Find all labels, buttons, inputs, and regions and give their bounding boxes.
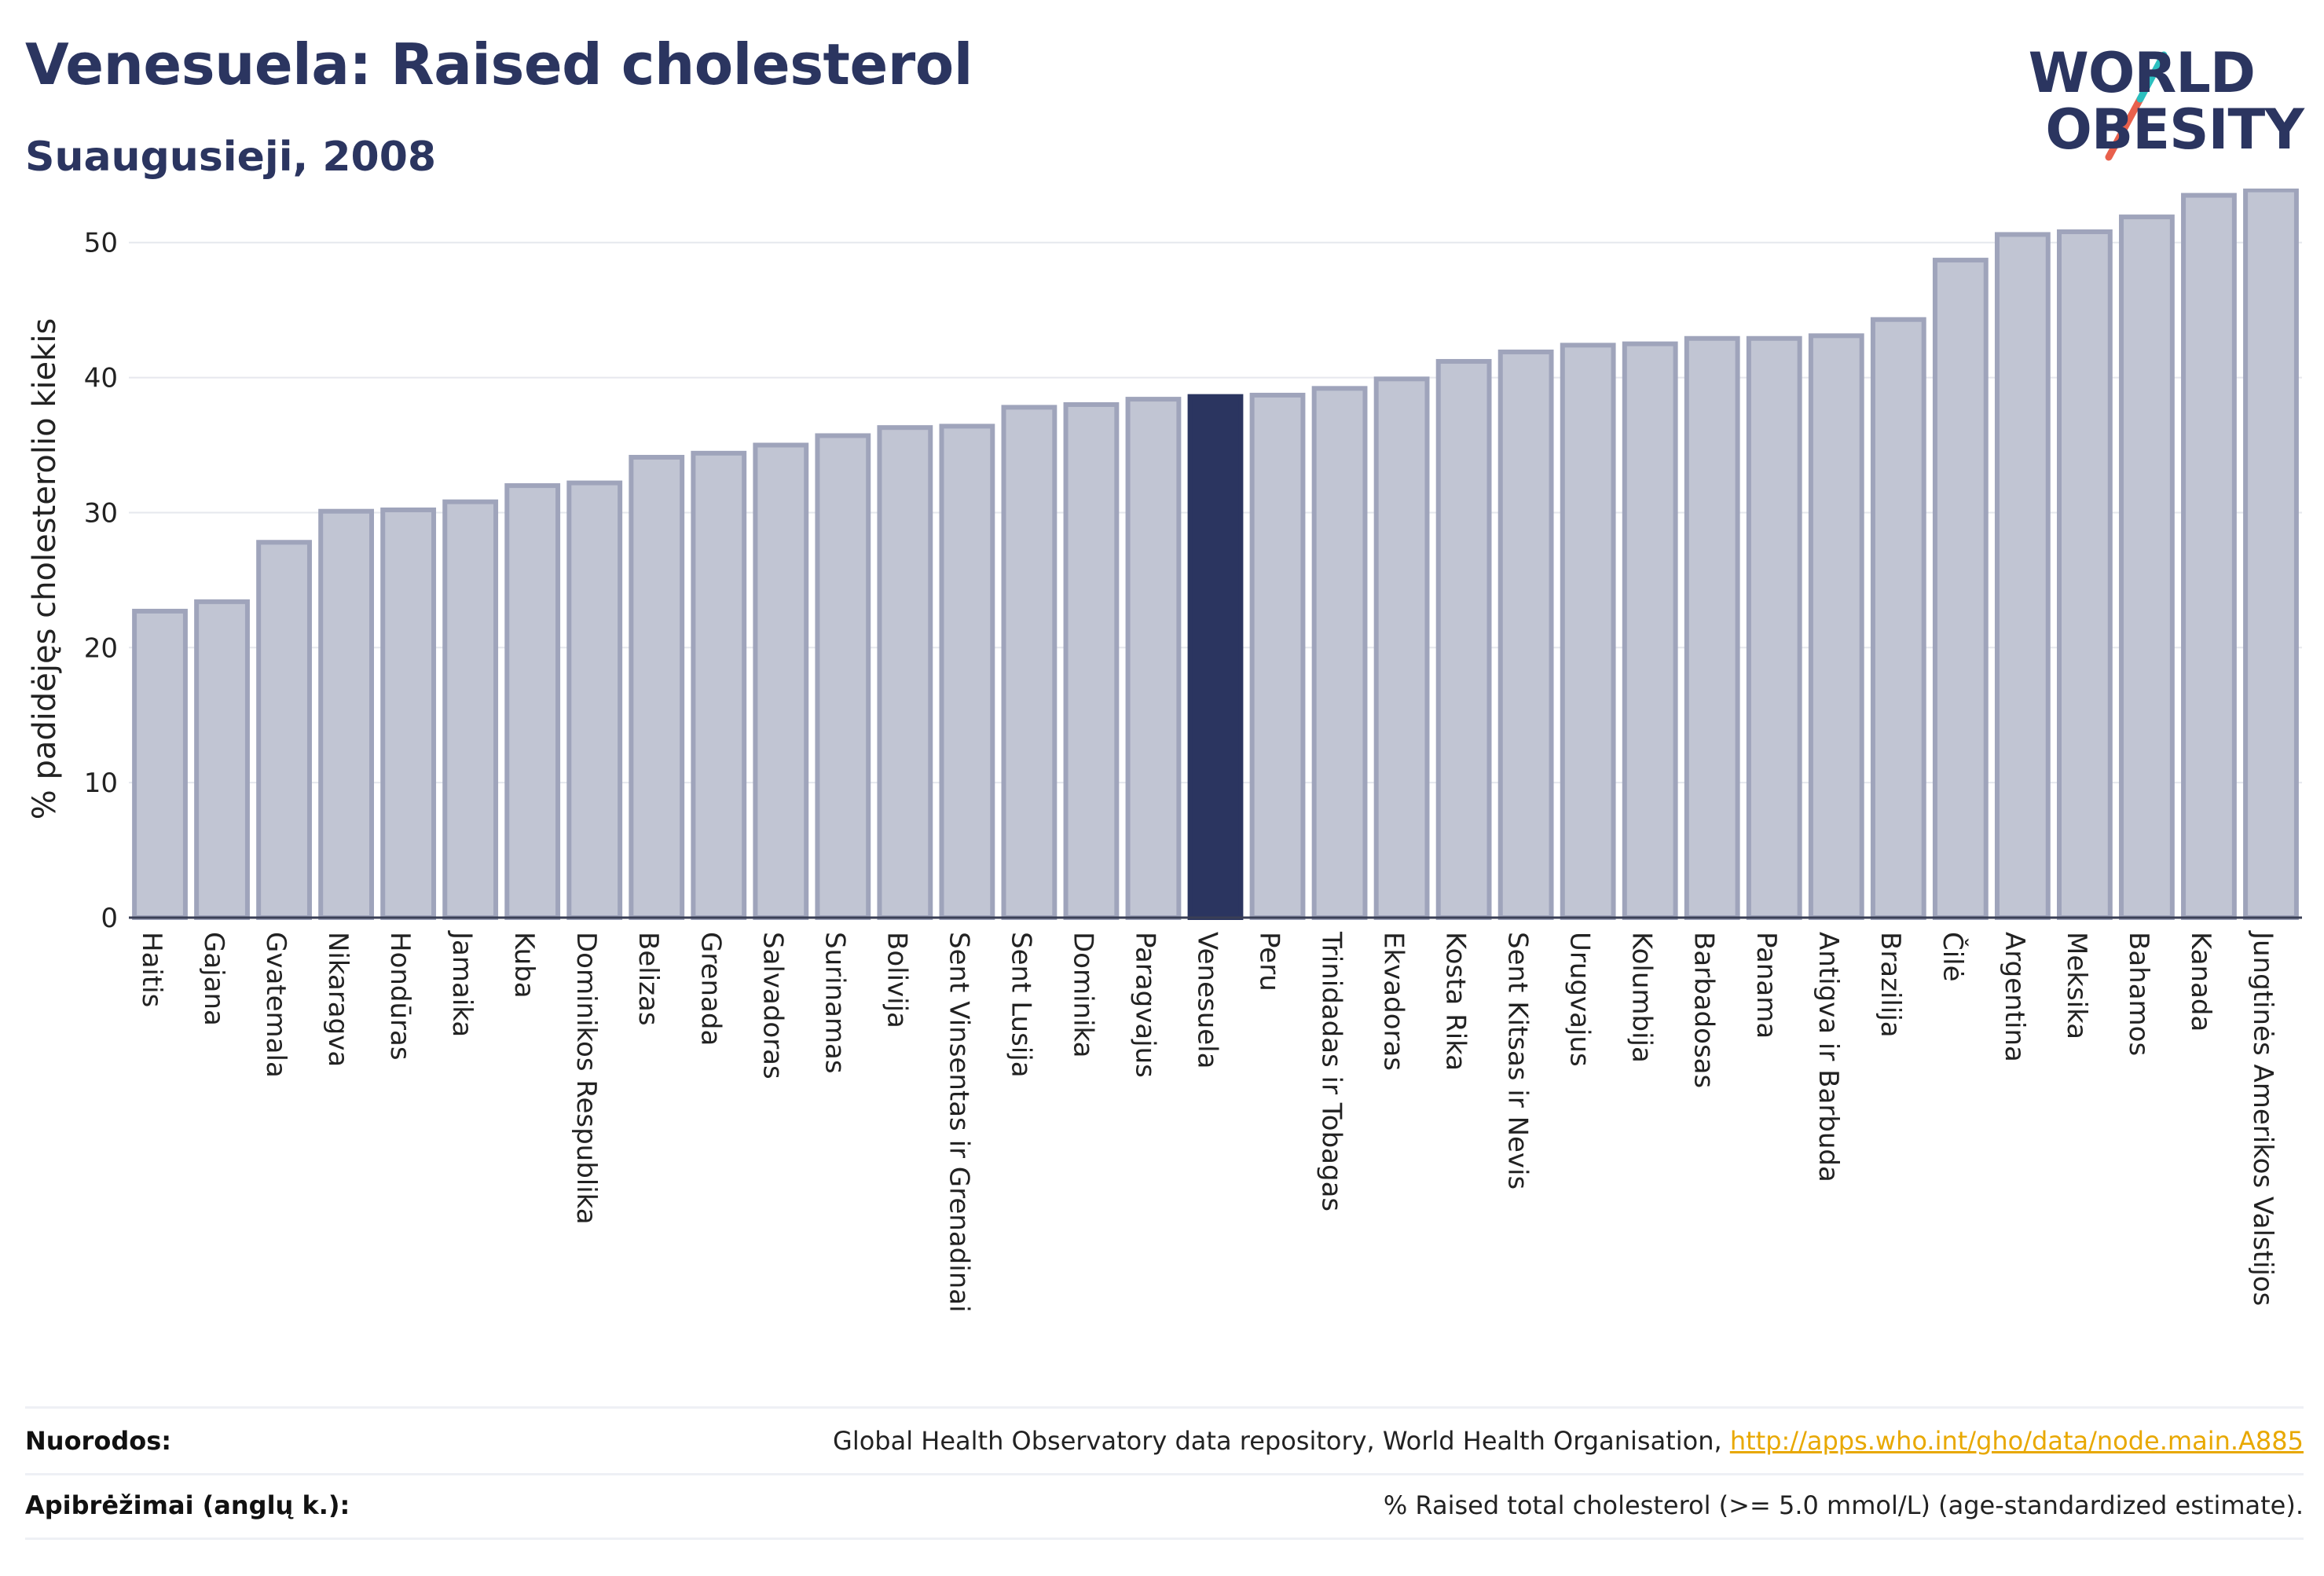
bar-peru[interactable]: [1249, 392, 1306, 920]
x-tick-label: Kuba: [508, 932, 540, 999]
references-text: Global Health Observatory data repositor…: [833, 1426, 1730, 1456]
x-tick-label: Bolivija: [881, 932, 912, 1028]
bar-chart: 0 10 20 30 40 50 Haitis Gajana Gvatemala Nikarag…: [27, 189, 2302, 1313]
x-tick-label: Grenada: [695, 932, 726, 1046]
y-axis-ticks: 0 10 20 30 40 50: [84, 228, 118, 934]
bar-kanada[interactable]: [2181, 192, 2237, 921]
bar-ekvadoras[interactable]: [1373, 376, 1430, 921]
bar-panama[interactable]: [1746, 335, 1802, 920]
x-tick-label: Urugvajus: [1564, 932, 1596, 1067]
bar-urugvajus[interactable]: [1560, 343, 1616, 920]
x-axis-labels: Haitis Gajana Gvatemala Nikaragva Hondūras Ja…: [136, 930, 2278, 1313]
references-row: Nuorodos: Global Health Observatory data…: [25, 1406, 2304, 1475]
bar-haitis[interactable]: [132, 608, 188, 920]
bar-čilė[interactable]: [1932, 258, 1989, 920]
y-axis-label: % padidėjęs cholesterolio kiekis: [27, 318, 63, 820]
x-tick-label: Haitis: [136, 932, 167, 1007]
y-tick-label: 10: [84, 768, 118, 799]
x-tick-label: Meksika: [2061, 932, 2092, 1039]
bar-sent-lusija[interactable]: [1001, 405, 1058, 920]
x-tick-label: Antigva ir Barbuda: [1813, 932, 1844, 1182]
x-tick-label: Hondūras: [384, 932, 416, 1061]
x-tick-label: Barbadosas: [1688, 932, 1720, 1088]
x-tick-label: Salvadoras: [757, 932, 788, 1079]
bar-grenada[interactable]: [691, 450, 747, 920]
bar-bahamos[interactable]: [2119, 214, 2175, 921]
x-tick-label: Bahamos: [2123, 932, 2154, 1056]
bar-dominika[interactable]: [1063, 401, 1120, 920]
x-tick-label: Jamaika: [446, 930, 478, 1037]
bar-dominikos-respublika[interactable]: [566, 480, 623, 920]
bar-barbadosas[interactable]: [1684, 335, 1740, 920]
x-tick-label: Gajana: [198, 932, 229, 1026]
bar-nikaragva[interactable]: [318, 508, 375, 920]
x-tick-label: Paragvajus: [1129, 932, 1160, 1078]
bar-kolumbija[interactable]: [1622, 341, 1678, 920]
y-tick-label: 20: [84, 632, 118, 664]
references-label: Nuorodos:: [25, 1426, 172, 1456]
x-tick-label: Sent Lusija: [1005, 932, 1036, 1078]
x-tick-label: Argentina: [1999, 932, 2030, 1062]
y-tick-label: 40: [84, 363, 118, 394]
x-tick-label: Panama: [1750, 932, 1782, 1039]
y-tick-label: 30: [84, 497, 118, 529]
x-tick-label: Gvatemala: [260, 932, 291, 1078]
bar-kosta-rika[interactable]: [1435, 358, 1492, 920]
bar-gvatemala[interactable]: [256, 540, 312, 920]
world-obesity-logo[interactable]: WORLD OBESITY: [2029, 24, 2304, 173]
bar-gajana[interactable]: [194, 599, 250, 920]
x-tick-label: Jungtinės Amerikos Valstijos: [2247, 930, 2278, 1306]
x-tick-label: Ekvadoras: [1378, 932, 1409, 1071]
bar-jungtinės-amerikos-valstijos[interactable]: [2243, 189, 2299, 921]
references-value: Global Health Observatory data repositor…: [833, 1426, 2304, 1456]
bar-argentina[interactable]: [1994, 232, 2051, 921]
bar-trinidadas-ir-tobagas[interactable]: [1311, 386, 1368, 920]
y-tick-label: 0: [101, 903, 118, 934]
x-tick-label: Čilė: [1937, 932, 1969, 982]
bar-brazilija[interactable]: [1870, 317, 1926, 920]
x-tick-label: Venesuela: [1192, 932, 1223, 1068]
x-tick-label: Trinidadas ir Tobagas: [1316, 931, 1347, 1211]
logo-word-obesity: OBESITY: [2045, 97, 2304, 162]
x-tick-label: Kosta Rika: [1440, 932, 1472, 1071]
bar-sent-vinsentas-ir-grenadinai[interactable]: [939, 423, 995, 920]
bar-bolivija[interactable]: [877, 425, 933, 920]
bar-meksika[interactable]: [2056, 229, 2113, 920]
definitions-label: Apibrėžimai (anglų k.):: [25, 1490, 350, 1520]
bar-kuba[interactable]: [504, 483, 561, 920]
bars: [132, 189, 2299, 921]
x-tick-label: Surinamas: [819, 932, 850, 1074]
logo-word-world: WORLD: [2028, 41, 2256, 105]
definitions-row: Apibrėžimai (anglų k.): % Raised total c…: [25, 1473, 2304, 1540]
bar-venesuela[interactable]: [1187, 394, 1244, 920]
y-tick-label: 50: [84, 228, 118, 259]
x-tick-label: Kanada: [2185, 932, 2216, 1032]
bar-surinamas[interactable]: [815, 433, 871, 920]
x-tick-label: Dominikos Respublika: [570, 932, 602, 1225]
bar-sent-kitsas-ir-nevis[interactable]: [1497, 349, 1554, 920]
bar-salvadoras[interactable]: [753, 442, 809, 921]
bar-jamaika[interactable]: [442, 499, 499, 920]
x-tick-label: Brazilija: [1875, 932, 1906, 1038]
logo-slash-icon: [2105, 51, 2168, 161]
bar-belizas[interactable]: [629, 454, 685, 921]
references-link[interactable]: http://apps.who.int/gho/data/node.main.A…: [1729, 1426, 2304, 1456]
x-tick-label: Sent Kitsas ir Nevis: [1502, 932, 1534, 1189]
x-tick-label: Dominika: [1067, 932, 1098, 1057]
bar-paragvajus[interactable]: [1125, 397, 1182, 921]
bar-antigva-ir-barbuda[interactable]: [1808, 333, 1864, 920]
x-tick-label: Sent Vinsentas ir Grenadinai: [943, 932, 974, 1313]
chart-subtitle: Suaugusieji, 2008: [25, 134, 437, 181]
bar-hondūras[interactable]: [380, 508, 437, 921]
x-tick-label: Belizas: [632, 932, 664, 1026]
chart-title: Venesuela: Raised cholesterol: [25, 31, 973, 97]
x-tick-label: Nikaragva: [322, 932, 354, 1067]
x-tick-label: Kolumbija: [1626, 932, 1658, 1063]
x-tick-label: Peru: [1254, 932, 1285, 991]
definitions-text: % Raised total cholesterol (>= 5.0 mmol/…: [1383, 1490, 2304, 1520]
